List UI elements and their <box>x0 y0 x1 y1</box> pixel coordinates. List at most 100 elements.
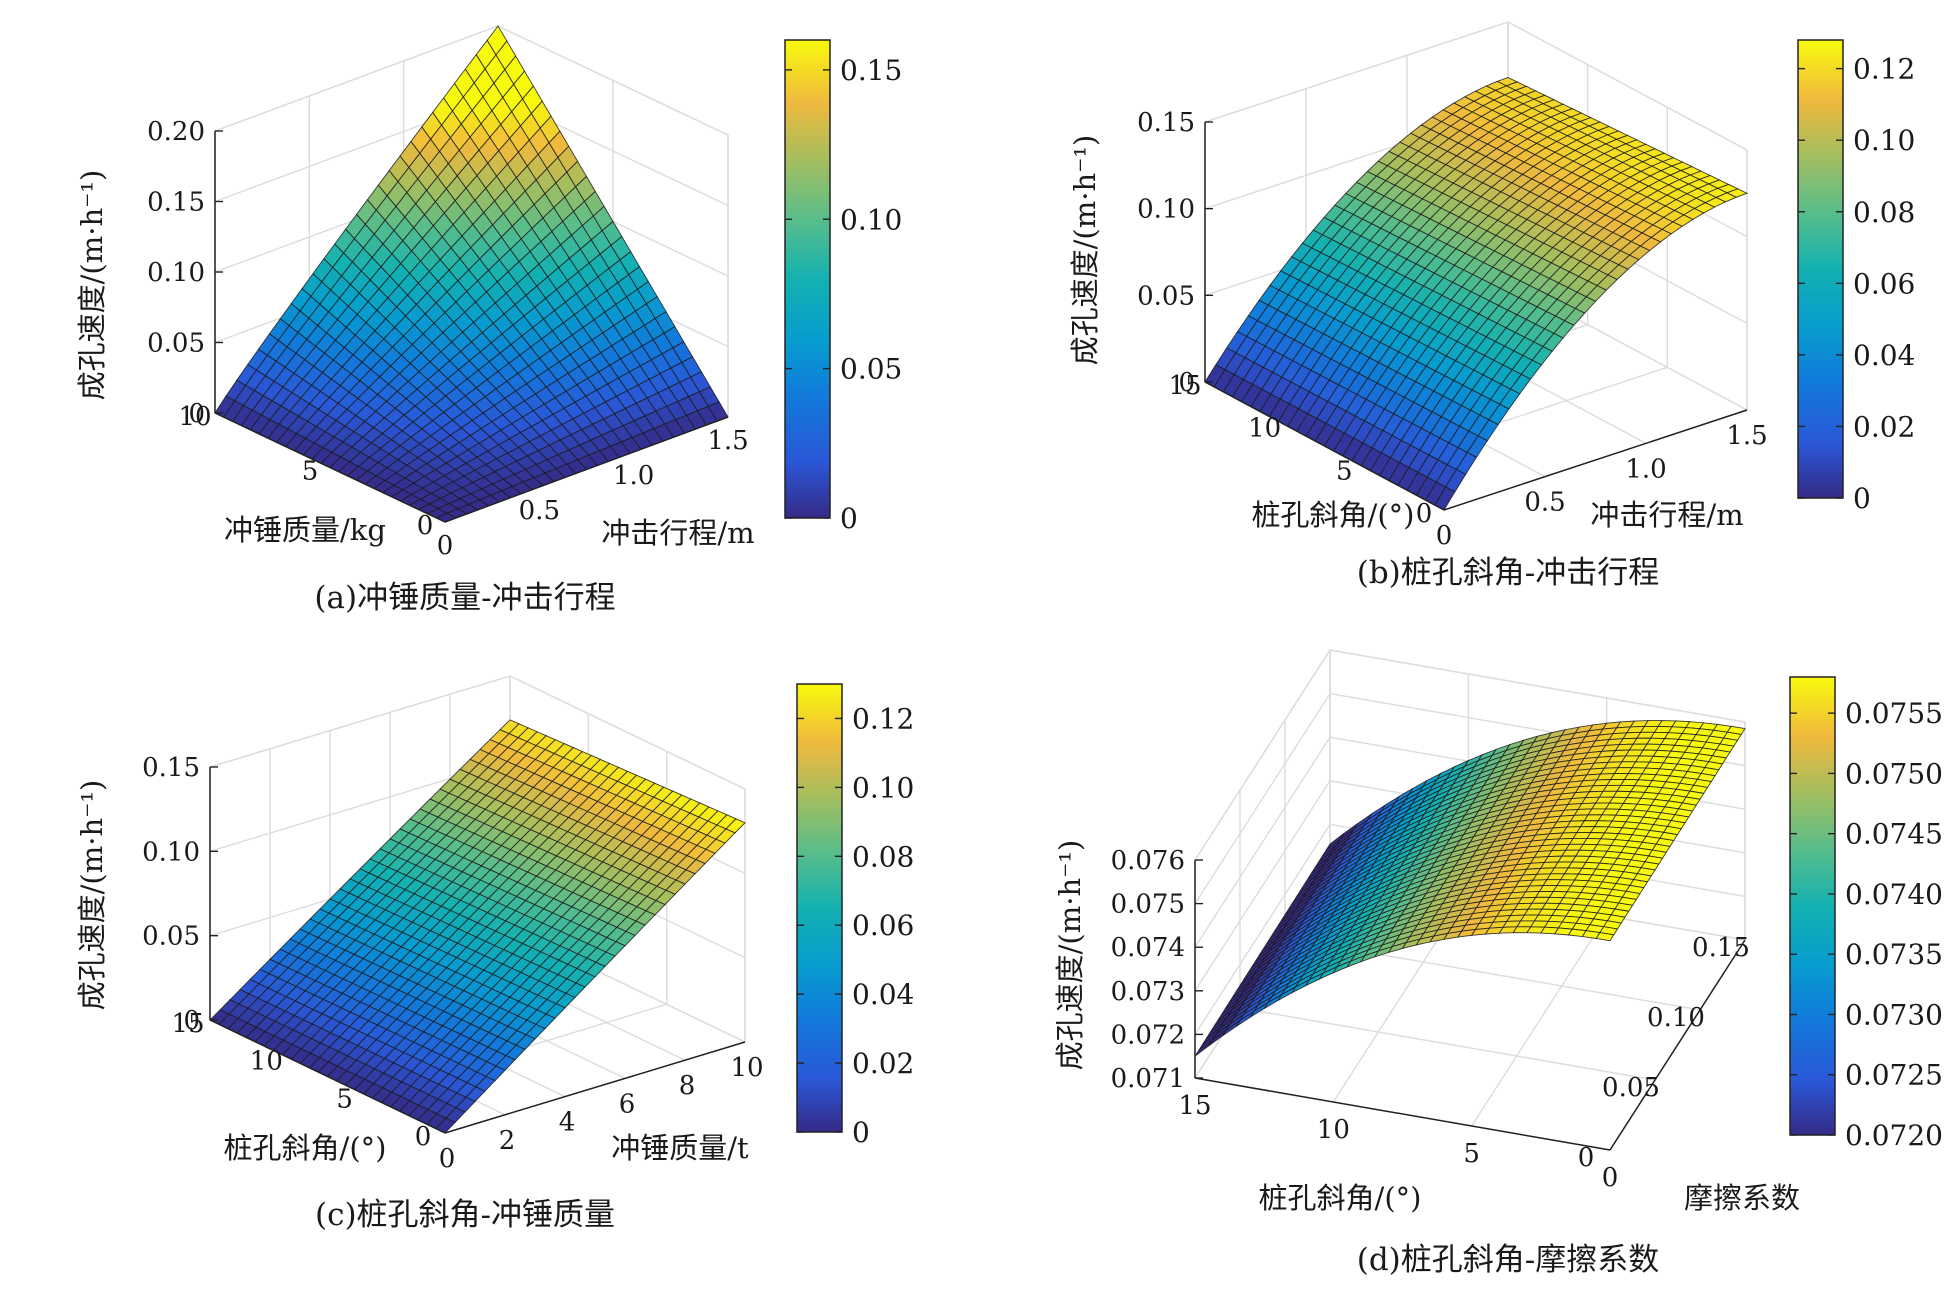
panel-a-z-tick-label: 0.10 <box>147 258 205 288</box>
panel-c-z-axis-label: 成孔速度/(m·h⁻¹) <box>75 780 109 1011</box>
panel-d-y-tick-label: 5 <box>1463 1139 1480 1169</box>
panel-b-y-axis-label: 桩孔斜角/(°) <box>1252 498 1415 532</box>
panel-c-z-tick-label: 0.15 <box>142 753 200 783</box>
panel-c-colorbar-tick-label: 0.02 <box>852 1047 914 1080</box>
panel-c-colorbar-tick-label: 0 <box>852 1116 870 1149</box>
panel-b-caption: (b)桩孔斜角-冲击行程 <box>1357 555 1660 591</box>
panel-d-z-axis-label: 成孔速度/(m·h⁻¹) <box>1053 840 1087 1071</box>
panel-a-z-tick-label: 0 <box>188 399 205 429</box>
panel-c-axes <box>209 767 746 1134</box>
panel-d-y-tick-label: 15 <box>1178 1091 1211 1121</box>
panel-c-caption: (c)桩孔斜角-冲锤质量 <box>315 1197 615 1233</box>
panel-b-x-tick-label: 1.5 <box>1726 421 1767 451</box>
panel-d-colorbar: 0.0720 0.0725 0.0730 0.0735 0.0740 0.0745 0.07… <box>1789 676 1943 1152</box>
panel-c-y-tick-label: 10 <box>250 1047 283 1077</box>
panel-b-colorbar-tick-label: 0 <box>1853 482 1871 515</box>
panel-a-colorbar-tick-label: 0.05 <box>840 353 902 386</box>
panel-c-x-tick-label: 2 <box>499 1126 516 1156</box>
panel-c-y-tick-label: 0 <box>415 1122 432 1152</box>
panel-b-y-tick-label: 15 <box>1168 371 1201 401</box>
panel-c-y-tick-label: 5 <box>336 1084 353 1114</box>
panel-b-z-tick-label: 0.10 <box>1137 195 1195 225</box>
panel-c-x-tick-label: 10 <box>730 1053 763 1083</box>
panel-a-z-axis-label: 成孔速度/(m·h⁻¹) <box>75 170 109 401</box>
panel-d-y-tick-label: 10 <box>1317 1115 1350 1145</box>
panel-d-colorbar-tick-label: 0.0735 <box>1845 938 1943 971</box>
panel-a-y-tick-label: 5 <box>302 457 319 487</box>
panel-d-z-tick-label: 0.073 <box>1111 977 1185 1007</box>
panel-d-x-tick-label: 0.15 <box>1692 933 1750 963</box>
panel-c-x-axis-label: 冲锤质量/t <box>611 1131 749 1165</box>
panel-d-x-axis-label: 摩擦系数 <box>1684 1181 1800 1215</box>
panel-a-x-tick-label: 1.5 <box>707 426 748 456</box>
panel-b-z-axis-label: 成孔速度/(m·h⁻¹) <box>1068 135 1102 366</box>
panel-c-colorbar-tick-label: 0.06 <box>852 909 914 942</box>
panel-d-y-axis-label: 桩孔斜角/(°) <box>1259 1181 1422 1215</box>
panel-a-y-tick-label: 0 <box>417 511 434 541</box>
panel-a-x-tick-label: 1.0 <box>613 461 654 491</box>
panel-d-z-tick-label: 0.072 <box>1111 1020 1185 1050</box>
panel-d-colorbar-tick-label: 0.0725 <box>1845 1059 1943 1092</box>
panel-d-axes <box>1194 860 1746 1151</box>
panel-b-colorbar-tick-label: 0.08 <box>1853 196 1915 229</box>
panel-c-x-tick-label: 6 <box>619 1089 636 1119</box>
panel-a-x-tick-label: 0 <box>437 531 454 561</box>
panel-c-colorbar-tick-label: 0.12 <box>852 702 914 735</box>
panel-a-colorbar: 0 0.05 0.10 0.15 <box>784 39 902 535</box>
panel-c-colorbar-tick-label: 0.10 <box>852 771 914 804</box>
panel-c-surface <box>209 719 746 1134</box>
panel-d-colorbar-tick-label: 0.0740 <box>1845 878 1943 911</box>
panel-b-colorbar-tick-label: 0.06 <box>1853 267 1915 300</box>
panel-c-z-tick-label: 0 <box>183 1006 200 1036</box>
panel-d-caption: (d)桩孔斜角-摩擦系数 <box>1357 1242 1660 1278</box>
panel-d-y-tick-label: 0 <box>1602 1163 1619 1193</box>
panel-d: 0 0.05 0.10 0.15 0 5 10 150.071 0.072 0.073 0.0740… <box>1053 649 1943 1278</box>
panel-a-x-axis-label: 冲击行程/m <box>601 516 754 550</box>
panel-a-y-axis-label: 冲锤质量/kg <box>224 513 386 547</box>
panel-d-colorbar-tick-label: 0.0730 <box>1845 998 1943 1031</box>
panel-c-x-tick-label: 4 <box>559 1108 576 1138</box>
panel-d-colorbar-tick-label: 0.0755 <box>1845 697 1943 730</box>
panel-b-y-tick-label: 0 <box>1416 499 1433 529</box>
panel-d-x-tick-label: 0 <box>1578 1143 1595 1173</box>
panel-b-colorbar-tick-label: 0.10 <box>1853 124 1915 157</box>
panel-a: 00.51.01.5051000.050.100.150.20冲击行程/m冲锤质… <box>75 25 902 616</box>
panel-c-x-tick-label: 8 <box>679 1071 696 1101</box>
panel-c-colorbar: 0 0.02 0.04 0.06 0.08 0.10 0.12 <box>796 683 914 1149</box>
panel-a-surface <box>214 25 729 523</box>
panel-b-z-tick-label: 0.15 <box>1137 108 1195 138</box>
panel-a-colorbar-tick-label: 0 <box>840 502 858 535</box>
panel-c-z-tick-label: 0.10 <box>142 837 200 867</box>
panel-d-colorbar-tick-label: 0.0720 <box>1845 1119 1943 1152</box>
panel-c-y-axis-label: 桩孔斜角/(°) <box>224 1131 387 1165</box>
panel-c: 024681005101500.050.100.15冲锤质量/t桩孔斜角/(°)… <box>75 675 914 1233</box>
panel-d-tick-labels: 0 0.05 0.10 0.15 0 5 10 150.071 0.072 0.073 0.074 0… <box>1111 846 1750 1193</box>
panel-b-colorbar-tick-label: 0.12 <box>1853 53 1915 86</box>
panel-c-colorbar-tick-label: 0.08 <box>852 840 914 873</box>
panel-b-x-axis-label: 冲击行程/m <box>1590 498 1743 532</box>
panel-c-x-tick-label: 0 <box>439 1144 456 1174</box>
panel-a-colorbar-tick-label: 0.10 <box>840 203 902 236</box>
panel-d-x-tick-label: 0.10 <box>1647 1003 1705 1033</box>
panel-c-colorbar-tick-label: 0.04 <box>852 978 914 1011</box>
panel-d-x-tick-label: 0.05 <box>1602 1073 1660 1103</box>
panel-d-z-tick-label: 0.076 <box>1111 846 1185 876</box>
panel-a-x-tick-label: 0.5 <box>519 496 560 526</box>
panel-b-z-tick-label: 0.05 <box>1137 281 1195 311</box>
panel-c-y-tick-label: 15 <box>171 1009 204 1039</box>
panel-b: 00.51.01.505101500.050.100.15冲击行程/m桩孔斜角/… <box>1068 21 1915 591</box>
panel-a-caption: (a)冲锤质量-冲击行程 <box>314 580 615 616</box>
panel-d-colorbar-tick-label: 0.0745 <box>1845 818 1943 851</box>
panel-d-z-tick-label: 0.075 <box>1111 890 1185 920</box>
panel-b-y-tick-label: 10 <box>1248 414 1281 444</box>
panel-a-colorbar-tick-label: 0.15 <box>840 54 902 87</box>
panel-d-z-tick-label: 0.071 <box>1111 1064 1185 1094</box>
panel-b-colorbar-tick-label: 0.04 <box>1853 339 1915 372</box>
panel-b-x-tick-label: 0 <box>1436 521 1453 551</box>
panel-c-z-tick-label: 0.05 <box>142 922 200 952</box>
panel-b-x-tick-label: 0.5 <box>1524 488 1565 518</box>
panel-d-colorbar-tick-label: 0.0750 <box>1845 757 1943 790</box>
